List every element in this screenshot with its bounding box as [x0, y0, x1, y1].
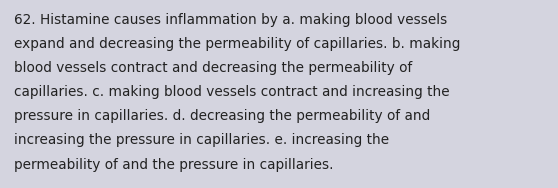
Text: blood vessels contract and decreasing the permeability of: blood vessels contract and decreasing th… [14, 61, 412, 75]
Text: permeability of and the pressure in capillaries.: permeability of and the pressure in capi… [14, 158, 334, 171]
Text: pressure in capillaries. d. decreasing the permeability of and: pressure in capillaries. d. decreasing t… [14, 109, 430, 123]
Text: increasing the pressure in capillaries. e. increasing the: increasing the pressure in capillaries. … [14, 133, 389, 147]
Text: expand and decreasing the permeability of capillaries. b. making: expand and decreasing the permeability o… [14, 37, 460, 51]
Text: 62. Histamine causes inflammation by a. making blood vessels: 62. Histamine causes inflammation by a. … [14, 13, 447, 27]
Text: capillaries. c. making blood vessels contract and increasing the: capillaries. c. making blood vessels con… [14, 85, 450, 99]
